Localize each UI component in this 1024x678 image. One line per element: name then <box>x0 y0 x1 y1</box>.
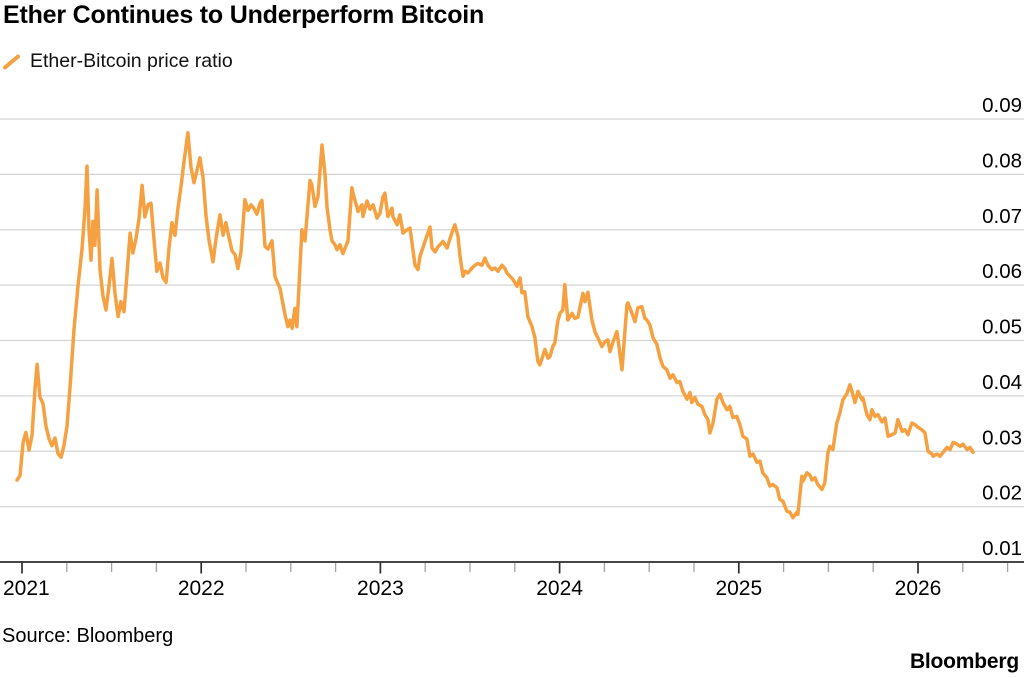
y-axis-label: 0.03 <box>982 426 1022 449</box>
y-axis-label: 0.05 <box>982 316 1022 339</box>
line-swatch-icon <box>3 54 20 69</box>
y-axis-label: 0.02 <box>982 482 1022 505</box>
legend-label: Ether-Bitcoin price ratio <box>30 50 233 72</box>
y-axis-label: 0.07 <box>982 205 1022 228</box>
bloomberg-logo: Bloomberg <box>909 650 1019 673</box>
price-ratio-line <box>15 131 975 520</box>
y-axis-label: 0.09 <box>982 94 1022 117</box>
x-axis-label: 2026 <box>895 577 942 600</box>
x-axis-label: 2021 <box>3 577 50 600</box>
x-axis-label: 2023 <box>357 577 404 600</box>
page-title: Ether Continues to Underperform Bitcoin <box>3 1 485 29</box>
legend: Ether-Bitcoin price ratio <box>3 50 233 73</box>
source-attribution: Source: Bloomberg <box>2 625 174 647</box>
y-axis-label: 0.04 <box>982 371 1022 394</box>
x-axis-label: 2024 <box>536 577 583 600</box>
y-axis-label: 0.08 <box>982 149 1022 172</box>
x-axis-label: 2022 <box>178 577 225 600</box>
y-axis-label: 0.06 <box>982 260 1022 283</box>
y-axis-label: 0.01 <box>982 537 1022 560</box>
x-axis-label: 2025 <box>715 577 762 600</box>
